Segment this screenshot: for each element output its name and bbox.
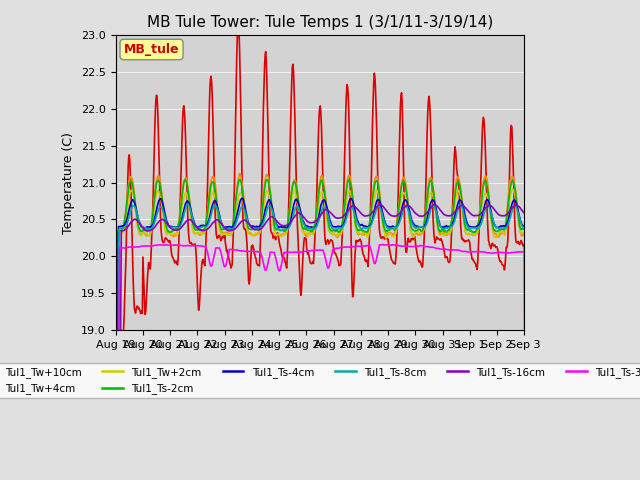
Y-axis label: Temperature (C): Temperature (C) bbox=[63, 132, 76, 233]
Title: MB Tule Tower: Tule Temps 1 (3/1/11-3/19/14): MB Tule Tower: Tule Temps 1 (3/1/11-3/19… bbox=[147, 15, 493, 30]
Text: MB_tule: MB_tule bbox=[124, 43, 179, 56]
Legend: Tul1_Tw+10cm, Tul1_Tw+4cm, Tul1_Tw+2cm, Tul1_Ts-2cm, Tul1_Ts-4cm, Tul1_Ts-8cm, T: Tul1_Tw+10cm, Tul1_Tw+4cm, Tul1_Tw+2cm, … bbox=[0, 363, 640, 398]
